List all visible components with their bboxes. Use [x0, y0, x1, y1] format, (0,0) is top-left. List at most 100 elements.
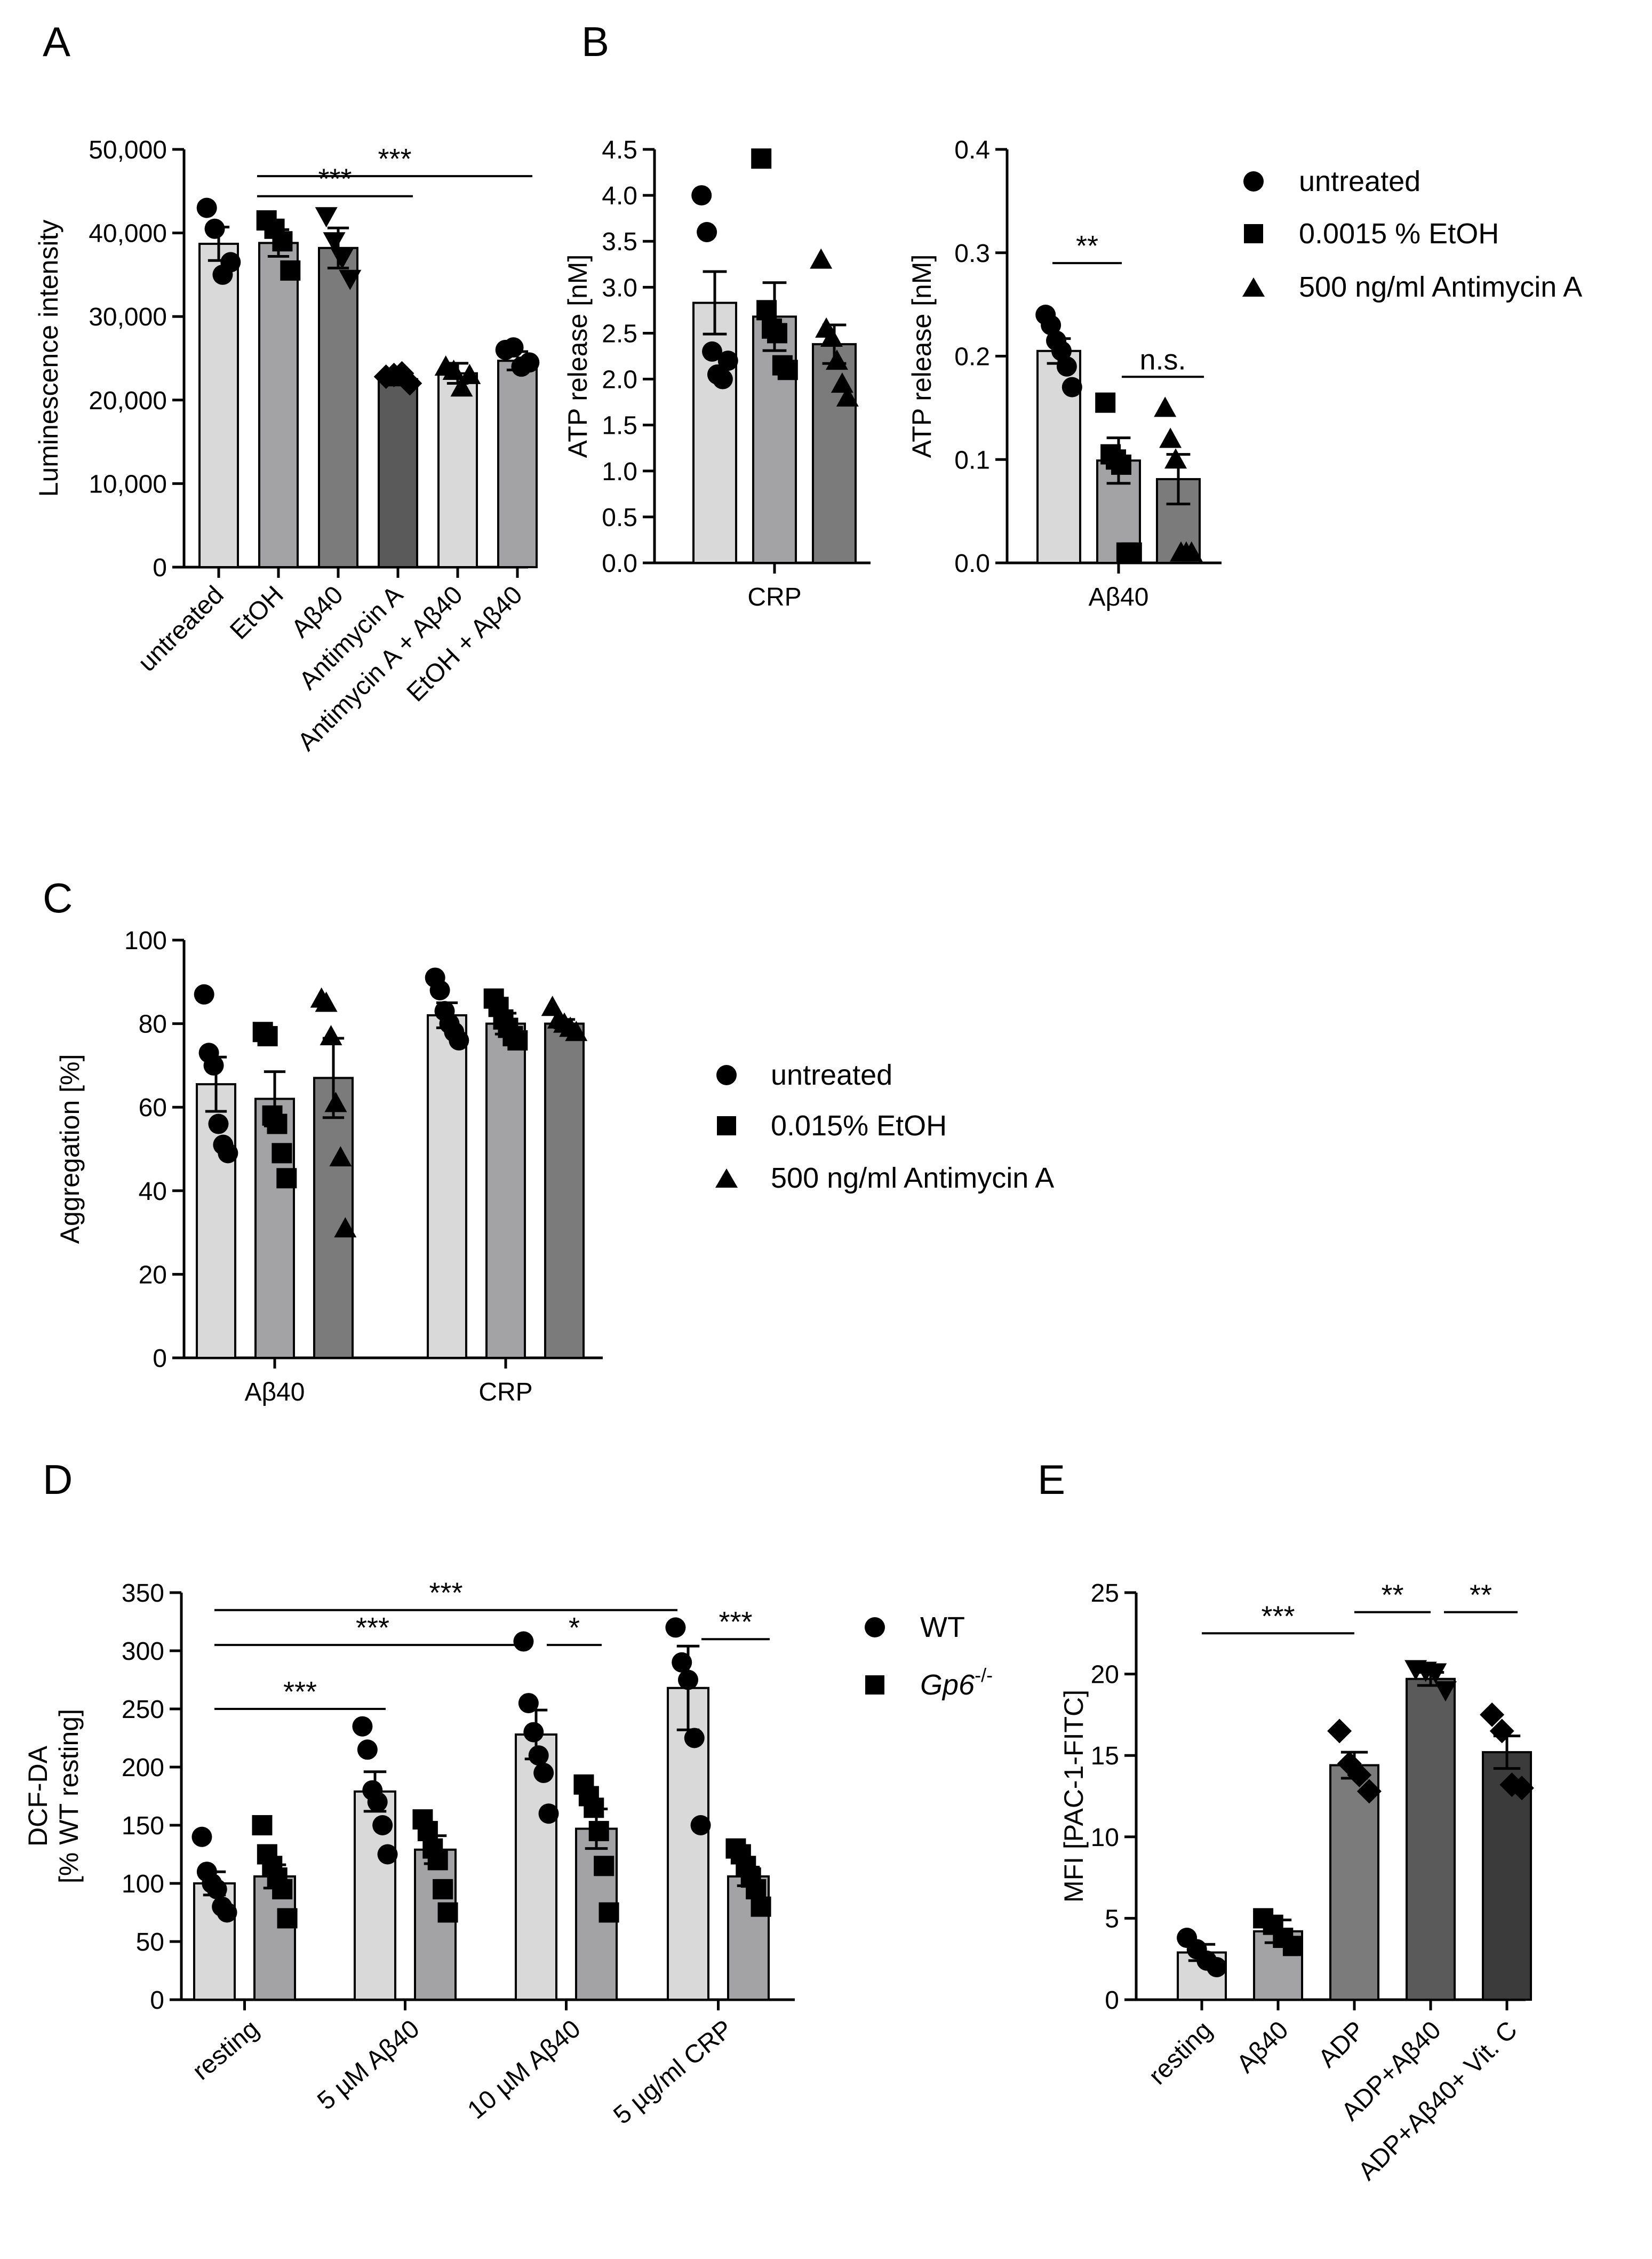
data-point: [1062, 377, 1082, 397]
legend-b-label: untreated: [1299, 165, 1420, 197]
chart-panel-a: 0 10,000 20,000 30,000 40,000 50,000 Luminesce…: [34, 136, 540, 757]
y-axis-title: Luminescence intensity: [34, 220, 63, 497]
x-tick-label: 5 µg/ml CRP: [608, 2015, 738, 2130]
data-point: [442, 359, 465, 380]
data-point: [594, 1856, 614, 1876]
data-point: [352, 1716, 373, 1737]
data-point: [1095, 392, 1116, 413]
y-tick-label: 60: [139, 1094, 167, 1122]
y-tick-label: 5: [1105, 1905, 1119, 1933]
y-tick-label: 0.5: [602, 504, 637, 532]
x-tick-label: resting: [1143, 2016, 1217, 2090]
legend-d-label: Gp6-/-: [920, 1664, 993, 1701]
y-tick-label: 20,000: [89, 387, 167, 415]
bar-0: [427, 1014, 467, 1359]
x-tick-label: ADP: [1313, 2016, 1370, 2073]
chart-panel-d: 0 50 100 150 200 250 300 350 DCF-DA [% WT resting…: [23, 1577, 795, 2130]
chart-panel-b-crp: 0.0 0.5 1.0 1.5 2.0 2.5 3.0 3.5 4.0 4.5 ATP releas…: [563, 136, 871, 611]
data-point: [810, 248, 833, 269]
bar-1: [485, 1022, 526, 1359]
y-tick-label: 4.5: [602, 136, 637, 164]
panel-label-d: D: [43, 1456, 73, 1503]
x-tick-label: resting: [187, 2015, 264, 2086]
data-point: [208, 1113, 229, 1134]
data-point: [588, 1820, 609, 1841]
y-tick-label: 2.0: [602, 366, 637, 394]
data-point: [450, 376, 473, 397]
legend-c: untreated 0.015% EtOH 500 ng/ml Antimyci…: [715, 1059, 1054, 1194]
data-point: [429, 980, 450, 1000]
data-point: [397, 371, 422, 396]
data-point: [684, 1728, 705, 1748]
significance-label: ***: [356, 1612, 389, 1644]
legend-d-gp6-text: Gp6: [920, 1669, 975, 1701]
data-point: [825, 349, 848, 370]
data-point: [523, 1722, 544, 1743]
y-axis-title: ATP release [nM]: [907, 254, 937, 458]
legend-c-item-antimycin: 500 ng/ml Antimycin A: [715, 1162, 1054, 1194]
panel-label-e: E: [1038, 1456, 1065, 1503]
data-point: [1434, 1681, 1457, 1702]
data-point: [377, 1844, 398, 1865]
data-point: [1041, 315, 1062, 336]
data-point: [203, 1055, 224, 1076]
data-point: [756, 300, 777, 321]
y-tick-label: 0.0: [954, 550, 990, 578]
legend-d: WT Gp6-/-: [865, 1611, 993, 1701]
y-tick-label: 0: [153, 1345, 167, 1373]
y-tick-label: 3.0: [602, 274, 637, 302]
data-point: [206, 1879, 227, 1899]
y-tick-label: 300: [122, 1637, 164, 1666]
y-axis-title: Aggregation [%]: [55, 1054, 85, 1244]
data-point: [357, 1739, 378, 1760]
data-point: [280, 260, 301, 281]
data-point: [458, 363, 481, 384]
legend-d-item-gp6: Gp6-/-: [865, 1664, 993, 1701]
data-point: [751, 1896, 771, 1917]
legend-d-item-wt: WT: [865, 1611, 965, 1643]
legend-b: untreated 0.0015 % EtOH 500 ng/ml Antimy…: [1242, 165, 1582, 303]
y-tick-label: 80: [139, 1011, 167, 1039]
y-axis-title-line2: [% WT resting]: [54, 1709, 84, 1883]
y-tick-label: 10: [1091, 1824, 1119, 1852]
data-point: [665, 1617, 686, 1638]
bar-3: [1406, 1677, 1456, 2001]
data-point: [191, 1826, 212, 1847]
legend-d-label: WT: [920, 1611, 965, 1643]
data-point: [339, 269, 362, 290]
bar-2: [313, 1077, 354, 1359]
data-point: [204, 218, 225, 239]
data-point: [427, 1850, 448, 1871]
data-point: [449, 1030, 469, 1051]
y-tick-label: 40: [139, 1178, 167, 1206]
data-point: [417, 1820, 438, 1841]
data-point: [598, 1902, 619, 1923]
y-tick-label: 100: [124, 927, 167, 955]
x-tick-label: Aβ40: [244, 1378, 305, 1406]
data-point: [1051, 340, 1072, 361]
panel-label-c: C: [43, 874, 73, 921]
data-point: [1356, 1779, 1382, 1804]
x-tick-label: CRP: [478, 1378, 532, 1406]
x-axis-category-label: CRP: [747, 583, 801, 611]
data-point: [329, 1146, 352, 1167]
bar-0: [198, 242, 239, 568]
bar-2: [544, 1022, 585, 1359]
significance-label: **: [1470, 1579, 1492, 1611]
y-tick-label: 1.5: [602, 412, 637, 440]
data-point: [1121, 542, 1142, 563]
data-point: [320, 1025, 342, 1046]
legend-c-marker-square: [717, 1116, 736, 1135]
x-tick-label: EtOH: [225, 580, 289, 645]
chart-panel-e: 0 5 10 15 20 25 MFI [PAC-1-FITC] resting Aβ40 ADP…: [1059, 1579, 1534, 2186]
significance-label: ***: [283, 1676, 317, 1708]
data-point: [1509, 1776, 1534, 1801]
significance-label: ***: [719, 1606, 752, 1638]
y-axis-title: ATP release [nM]: [563, 254, 593, 458]
data-point: [1206, 1956, 1227, 1977]
data-point: [712, 369, 733, 389]
legend-c-label: 0.015% EtOH: [771, 1110, 947, 1142]
legend-c-label: untreated: [771, 1059, 892, 1091]
y-tick-label: 40,000: [89, 220, 167, 248]
